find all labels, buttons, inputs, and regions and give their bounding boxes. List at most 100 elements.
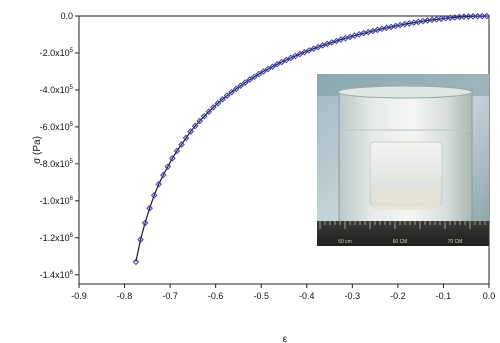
data-point — [214, 99, 222, 107]
data-point — [292, 52, 299, 60]
data-point — [310, 45, 317, 53]
x-axis-label: ε — [283, 334, 288, 343]
x-tick-label: -0.2 — [390, 291, 406, 301]
y-axis-label: σ (Pa) — [32, 136, 43, 164]
data-point — [232, 85, 240, 93]
data-point — [474, 12, 481, 20]
ruler-label-1: 50 cm — [338, 239, 352, 245]
data-point — [260, 68, 267, 75]
y-tick-label: -2.0x105 — [40, 48, 74, 58]
data-point — [301, 48, 308, 56]
data-point — [287, 54, 295, 62]
data-point — [333, 37, 340, 45]
data-point — [191, 122, 199, 130]
data-point — [178, 141, 185, 148]
data-point — [282, 56, 290, 64]
y-tick-label-exponent: 6 — [70, 270, 74, 276]
x-tick-label: -0.8 — [117, 291, 133, 301]
x-tick-label: -0.4 — [299, 291, 315, 301]
data-point — [223, 92, 231, 99]
y-tick-label-base: 0.0 — [60, 11, 73, 21]
data-point — [210, 103, 217, 111]
x-tick-label: -0.9 — [71, 291, 87, 301]
data-point — [323, 40, 331, 48]
y-tick-label: -4.0x105 — [40, 85, 74, 95]
y-tick-label: -1.0x106 — [40, 196, 74, 206]
y-tick-label: -1.4x106 — [40, 270, 74, 280]
data-point — [305, 47, 313, 54]
data-point — [296, 50, 304, 58]
data-point — [164, 163, 172, 170]
data-point — [205, 108, 213, 116]
data-point — [132, 258, 140, 266]
ruler-icon — [317, 221, 489, 246]
x-tick-label: -0.6 — [208, 291, 224, 301]
data-point — [150, 191, 158, 199]
data-point — [478, 12, 486, 20]
x-tick-label: 0.0 — [483, 291, 496, 301]
data-point — [278, 58, 286, 66]
data-point — [200, 112, 208, 120]
y-tick-label-base: -4.0x10 — [40, 85, 70, 95]
y-tick-label: -8.0x105 — [40, 159, 74, 169]
y-tick-label: -6.0x105 — [40, 122, 74, 132]
data-point — [328, 39, 336, 46]
data-point — [269, 63, 276, 70]
y-tick-label-exponent: 5 — [70, 159, 74, 165]
gel-base — [372, 190, 440, 210]
data-point — [273, 60, 281, 68]
data-point — [237, 82, 245, 89]
y-tick-label-base: -1.4x10 — [40, 270, 70, 280]
y-ticks: 0.0-2.0x105-4.0x105-6.0x105-8.0x105-1.0x… — [40, 11, 79, 280]
data-markers — [132, 12, 491, 266]
y-tick-label: -1.2x106 — [40, 233, 74, 243]
data-point — [465, 13, 472, 20]
y-tick-label-exponent: 5 — [70, 85, 74, 91]
data-point — [314, 43, 322, 51]
data-point — [469, 13, 477, 20]
data-point — [241, 79, 249, 86]
data-point — [246, 76, 254, 83]
data-point — [451, 14, 459, 21]
y-tick-label-base: -6.0x10 — [40, 122, 70, 132]
y-tick-label-exponent: 6 — [70, 233, 74, 239]
data-point — [483, 12, 491, 20]
x-tick-label: -0.5 — [253, 291, 269, 301]
y-tick-label-exponent: 5 — [70, 48, 74, 54]
y-tick-label: 0.0 — [60, 11, 73, 21]
data-point — [219, 96, 226, 103]
y-tick-label-base: -8.0x10 — [40, 159, 70, 169]
data-point — [319, 42, 327, 49]
data-point — [251, 73, 258, 81]
data-point — [146, 204, 153, 212]
y-tick-label-exponent: 5 — [70, 122, 74, 128]
ruler-ticks — [319, 221, 491, 229]
data-point — [187, 128, 194, 135]
inset-photo: 50 cm 60 CM 70 CM — [317, 74, 491, 246]
x-ticks: -0.9 -0.8 -0.7 -0.6 -0.5 -0.4 -0.3 -0.2 -0.1 0.0 — [71, 284, 495, 301]
y-tick-label-base: -2.0x10 — [40, 48, 70, 58]
data-point — [460, 13, 468, 21]
y-tick-label-exponent: 6 — [70, 196, 74, 202]
beaker-rim — [337, 85, 473, 99]
data-point — [169, 155, 176, 162]
x-tick-label: -0.7 — [162, 291, 178, 301]
ruler-label-2: 60 CM — [393, 239, 408, 245]
data-point — [137, 236, 144, 243]
data-point — [182, 134, 190, 142]
data-point — [446, 14, 454, 22]
y-tick-label-base: -1.0x10 — [40, 196, 70, 206]
data-point — [196, 117, 204, 125]
data-point — [456, 13, 463, 21]
data-point — [255, 70, 263, 78]
y-tick-label-base: -1.2x10 — [40, 233, 70, 243]
data-point — [159, 171, 167, 179]
ruler-label-3: 70 CM — [448, 239, 463, 245]
data-point — [264, 65, 272, 73]
data-point — [141, 219, 149, 227]
data-point — [155, 180, 163, 188]
x-tick-label: -0.1 — [436, 291, 452, 301]
data-point — [228, 88, 235, 96]
data-point — [173, 147, 181, 155]
